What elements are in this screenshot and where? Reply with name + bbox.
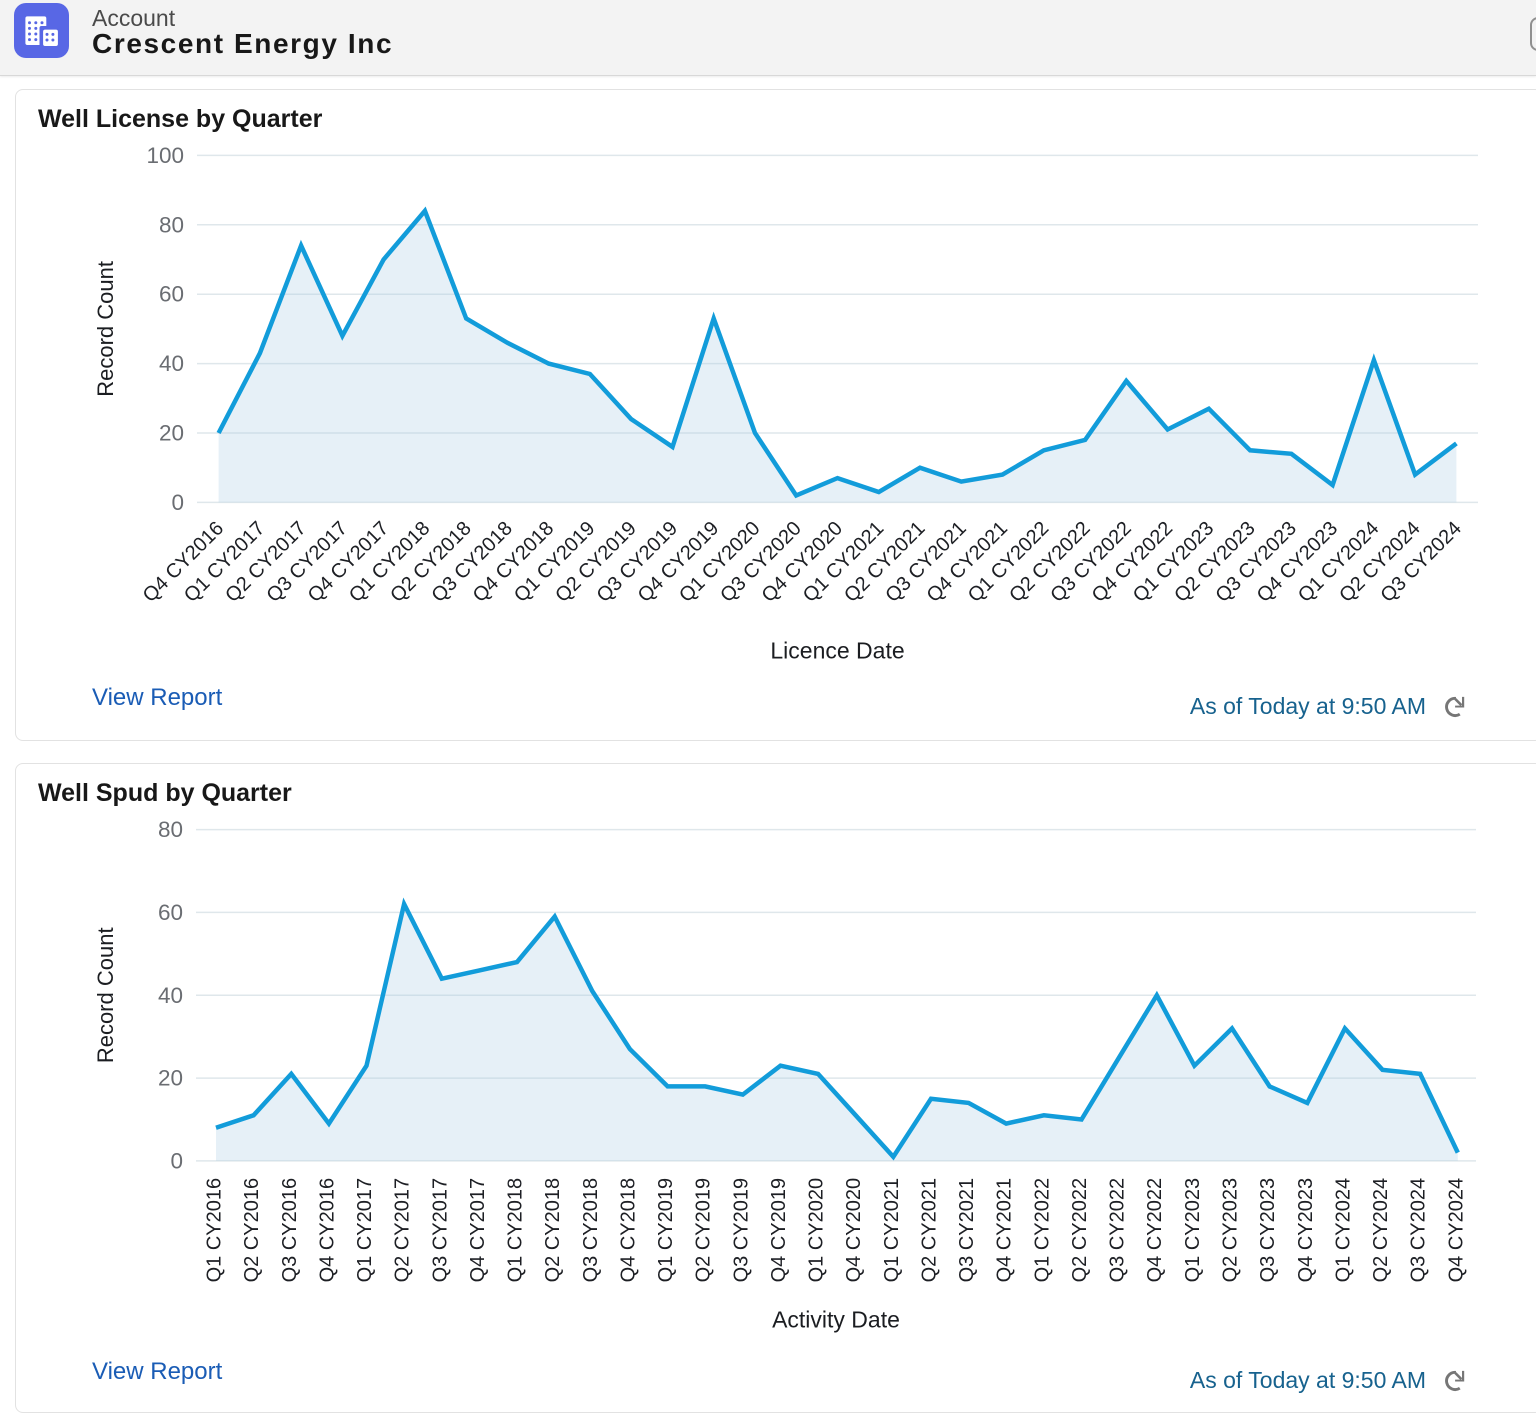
- svg-text:Licence Date: Licence Date: [770, 638, 904, 664]
- svg-text:Q1 CY2022: Q1 CY2022: [1031, 1178, 1053, 1283]
- svg-text:Q2 CY2023: Q2 CY2023: [1220, 1178, 1242, 1283]
- svg-text:Record Count: Record Count: [93, 927, 118, 1063]
- svg-text:Q1 CY2016: Q1 CY2016: [204, 1178, 226, 1283]
- svg-text:100: 100: [146, 143, 184, 168]
- svg-text:Q4 CY2023: Q4 CY2023: [1295, 1178, 1317, 1283]
- svg-text:Q4 CY2018: Q4 CY2018: [617, 1178, 639, 1283]
- svg-text:Q2 CY2021: Q2 CY2021: [919, 1178, 941, 1283]
- svg-text:80: 80: [158, 817, 183, 842]
- svg-text:Q3 CY2016: Q3 CY2016: [279, 1178, 301, 1283]
- svg-text:Record Count: Record Count: [93, 261, 118, 397]
- svg-text:Q1 CY2021: Q1 CY2021: [881, 1178, 903, 1283]
- svg-text:0: 0: [170, 1148, 183, 1173]
- svg-text:0: 0: [171, 490, 184, 515]
- svg-text:Q1 CY2017: Q1 CY2017: [354, 1178, 376, 1283]
- svg-text:Activity Date: Activity Date: [772, 1307, 900, 1333]
- svg-text:Q4 CY2021: Q4 CY2021: [994, 1178, 1016, 1283]
- svg-text:40: 40: [158, 983, 183, 1008]
- svg-text:20: 20: [158, 1066, 183, 1091]
- svg-text:Q4 CY2024: Q4 CY2024: [1445, 1178, 1467, 1283]
- svg-text:Q4 CY2016: Q4 CY2016: [316, 1178, 338, 1283]
- svg-text:Q1 CY2018: Q1 CY2018: [505, 1178, 527, 1283]
- svg-text:80: 80: [159, 212, 184, 237]
- svg-text:Q3 CY2021: Q3 CY2021: [956, 1178, 978, 1283]
- svg-text:Q1 CY2019: Q1 CY2019: [655, 1178, 677, 1283]
- svg-text:Q3 CY2019: Q3 CY2019: [730, 1178, 752, 1283]
- svg-text:20: 20: [159, 421, 184, 446]
- svg-text:Q2 CY2018: Q2 CY2018: [542, 1178, 564, 1283]
- svg-text:Q4 CY2020: Q4 CY2020: [843, 1178, 865, 1283]
- svg-text:Q1 CY2020: Q1 CY2020: [806, 1178, 828, 1283]
- svg-text:Q1 CY2024: Q1 CY2024: [1332, 1178, 1354, 1283]
- svg-text:Q1 CY2023: Q1 CY2023: [1182, 1178, 1204, 1283]
- svg-text:Q2 CY2019: Q2 CY2019: [693, 1178, 715, 1283]
- svg-text:Q3 CY2022: Q3 CY2022: [1107, 1178, 1129, 1283]
- svg-text:Q3 CY2024: Q3 CY2024: [1408, 1178, 1430, 1283]
- svg-text:Q2 CY2016: Q2 CY2016: [241, 1178, 263, 1283]
- svg-text:Q4 CY2019: Q4 CY2019: [768, 1178, 790, 1283]
- svg-text:Q2 CY2017: Q2 CY2017: [392, 1178, 414, 1283]
- svg-text:40: 40: [159, 351, 184, 376]
- svg-text:60: 60: [159, 282, 184, 307]
- svg-text:60: 60: [158, 900, 183, 925]
- svg-text:Q2 CY2022: Q2 CY2022: [1069, 1178, 1091, 1283]
- svg-text:Q2 CY2024: Q2 CY2024: [1370, 1178, 1392, 1283]
- svg-text:Q3 CY2018: Q3 CY2018: [580, 1178, 602, 1283]
- svg-text:Q4 CY2017: Q4 CY2017: [467, 1178, 489, 1283]
- svg-text:Q3 CY2023: Q3 CY2023: [1257, 1178, 1279, 1283]
- svg-text:Q4 CY2022: Q4 CY2022: [1144, 1178, 1166, 1283]
- svg-text:Q3 CY2017: Q3 CY2017: [429, 1178, 451, 1283]
